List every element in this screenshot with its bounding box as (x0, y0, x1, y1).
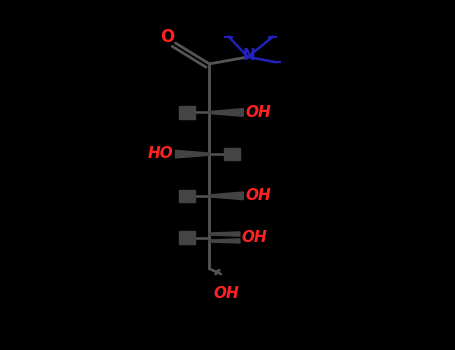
Text: HO: HO (148, 146, 174, 161)
Bar (179, 106, 195, 119)
Bar (179, 231, 195, 244)
Bar (224, 148, 240, 160)
Polygon shape (209, 232, 240, 236)
Polygon shape (209, 192, 243, 199)
Text: OH: OH (214, 286, 240, 301)
Polygon shape (209, 109, 243, 116)
Text: OH: OH (242, 230, 268, 245)
Text: N: N (243, 48, 255, 63)
Polygon shape (176, 150, 209, 158)
Polygon shape (209, 239, 240, 243)
Text: OH: OH (245, 105, 271, 120)
Bar (179, 190, 195, 202)
Text: OH: OH (245, 188, 271, 203)
Text: O: O (160, 28, 174, 46)
